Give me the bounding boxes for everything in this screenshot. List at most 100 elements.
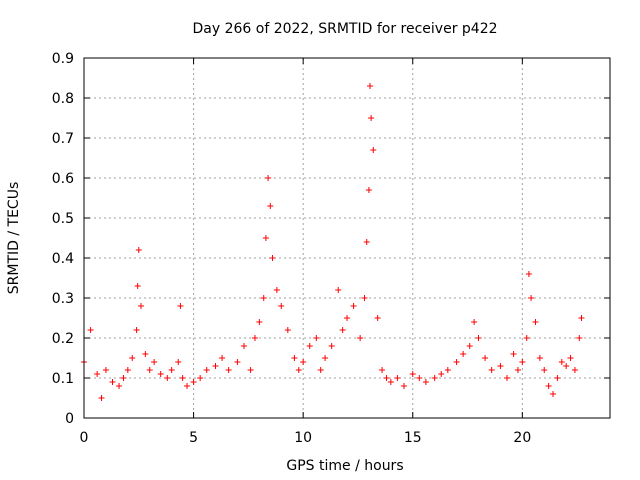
y-tick-label: 0.2: [52, 331, 74, 347]
data-point: [438, 371, 445, 377]
data-point: [350, 303, 357, 309]
ticks: 0 0.1 0.2 0.3 0.4 0.5 0.6 0.7 0.8 0.9 0 5 10 15 20: [52, 51, 610, 446]
y-tick-label: 0.5: [52, 211, 74, 227]
data-point: [510, 351, 517, 357]
data-point: [563, 363, 570, 369]
data-point: [554, 375, 561, 381]
data-point: [109, 379, 116, 385]
data-point: [383, 375, 390, 381]
data-point: [453, 359, 460, 365]
data-point: [400, 383, 407, 389]
y-tick-label: 0.3: [52, 291, 74, 307]
data-point: [120, 375, 127, 381]
y-tick-label: 0.8: [52, 91, 74, 107]
x-tick-label: 5: [189, 430, 198, 446]
data-point: [317, 367, 324, 373]
data-point: [124, 367, 131, 373]
data-point: [313, 335, 320, 341]
data-point: [409, 371, 416, 377]
data-point: [571, 367, 578, 373]
data-point: [536, 355, 543, 361]
data-point: [295, 367, 302, 373]
data-point: [116, 383, 123, 389]
data-point: [357, 335, 364, 341]
data-point: [394, 375, 401, 381]
data-point: [219, 355, 226, 361]
grid: [84, 58, 610, 418]
data-point: [98, 395, 105, 401]
data-point: [422, 379, 429, 385]
data-point: [361, 295, 368, 301]
data-point: [94, 371, 101, 377]
data-point: [247, 367, 254, 373]
y-tick-label: 0.1: [52, 371, 74, 387]
data-point: [300, 359, 307, 365]
data-point: [444, 367, 451, 373]
data-point: [197, 375, 204, 381]
y-tick-label: 0.4: [52, 251, 74, 267]
data-point: [578, 315, 585, 321]
data-point: [260, 295, 267, 301]
data-point: [142, 351, 149, 357]
data-point: [273, 287, 280, 293]
data-point: [514, 367, 521, 373]
data-point: [146, 367, 153, 373]
data-point: [416, 375, 423, 381]
data-point: [87, 327, 94, 333]
data-point: [240, 343, 247, 349]
y-tick-label: 0.6: [52, 171, 74, 187]
data-point: [339, 327, 346, 333]
data-point: [168, 367, 175, 373]
data-point: [567, 355, 574, 361]
data-point: [291, 355, 298, 361]
data-point: [179, 375, 186, 381]
data-point: [374, 315, 381, 321]
data-point: [387, 379, 394, 385]
data-point: [519, 359, 526, 365]
data-point: [151, 359, 158, 365]
data-point: [550, 391, 557, 397]
y-tick-label: 0: [65, 411, 74, 427]
data-point: [164, 375, 171, 381]
data-point: [190, 379, 197, 385]
y-tick-label: 0.7: [52, 131, 74, 147]
data-point: [488, 367, 495, 373]
data-point: [135, 247, 142, 253]
data-point: [306, 343, 313, 349]
x-axis-label: GPS time / hours: [286, 458, 403, 474]
data-point: [365, 187, 372, 193]
data-point: [532, 319, 539, 325]
x-tick-label: 20: [513, 430, 531, 446]
data-point: [344, 315, 350, 321]
data-point: [503, 375, 510, 381]
data-point: [482, 355, 489, 361]
data-point: [184, 383, 191, 389]
data-point: [262, 235, 269, 241]
data-point: [466, 343, 473, 349]
data-point: [528, 295, 535, 301]
data-point: [175, 359, 182, 365]
data-point: [203, 367, 210, 373]
data-point: [475, 335, 482, 341]
data-point: [256, 319, 263, 325]
data-point: [545, 383, 552, 389]
data-point: [525, 271, 532, 277]
data-point: [558, 359, 565, 365]
data-point: [284, 327, 291, 333]
plot-frame: [83, 57, 611, 419]
y-tick-label: 0.9: [52, 51, 74, 67]
y-axis-label: SRMTID / TECUs: [6, 182, 22, 295]
data-point: [322, 355, 329, 361]
data-point: [367, 83, 374, 89]
x-tick-label: 0: [80, 430, 89, 446]
data-point: [278, 303, 285, 309]
data-point: [368, 115, 375, 121]
data-point: [225, 367, 232, 373]
data-point: [267, 203, 274, 209]
data-point: [541, 367, 548, 373]
data-point: [129, 355, 136, 361]
data-point: [265, 175, 272, 181]
x-tick-label: 15: [404, 430, 422, 446]
